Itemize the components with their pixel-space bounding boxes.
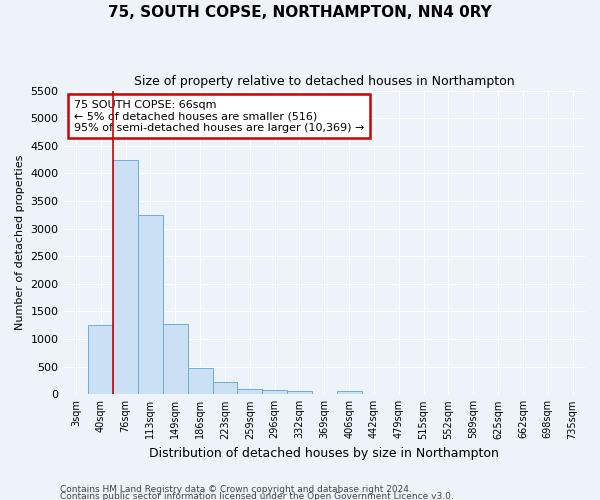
Bar bbox=[138, 215, 163, 394]
Bar bbox=[337, 391, 362, 394]
X-axis label: Distribution of detached houses by size in Northampton: Distribution of detached houses by size … bbox=[149, 447, 499, 460]
Bar bbox=[188, 368, 212, 394]
Bar bbox=[163, 324, 188, 394]
Text: 75, SOUTH COPSE, NORTHAMPTON, NN4 0RY: 75, SOUTH COPSE, NORTHAMPTON, NN4 0RY bbox=[108, 5, 492, 20]
Bar bbox=[262, 390, 287, 394]
Bar bbox=[238, 389, 262, 394]
Text: Contains public sector information licensed under the Open Government Licence v3: Contains public sector information licen… bbox=[60, 492, 454, 500]
Bar bbox=[287, 391, 312, 394]
Title: Size of property relative to detached houses in Northampton: Size of property relative to detached ho… bbox=[134, 75, 515, 88]
Bar bbox=[212, 382, 238, 394]
Bar bbox=[88, 326, 113, 394]
Text: Contains HM Land Registry data © Crown copyright and database right 2024.: Contains HM Land Registry data © Crown c… bbox=[60, 486, 412, 494]
Bar bbox=[113, 160, 138, 394]
Text: 75 SOUTH COPSE: 66sqm
← 5% of detached houses are smaller (516)
95% of semi-deta: 75 SOUTH COPSE: 66sqm ← 5% of detached h… bbox=[74, 100, 364, 133]
Y-axis label: Number of detached properties: Number of detached properties bbox=[15, 154, 25, 330]
